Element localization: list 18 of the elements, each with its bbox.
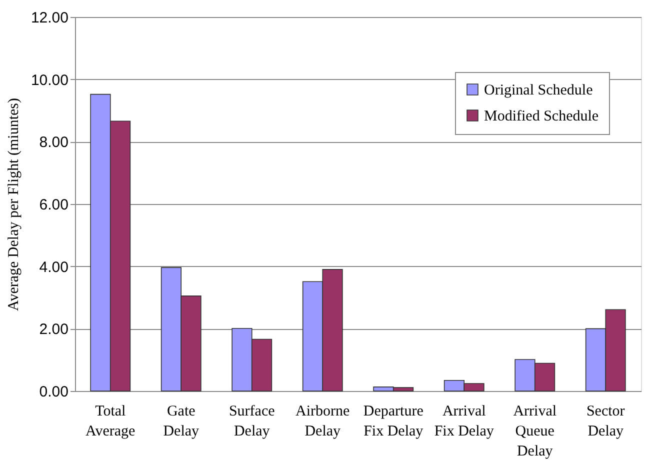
y-tick-label: 2.00 <box>39 321 68 338</box>
legend-label: Original Schedule <box>484 82 594 98</box>
x-tick-label: Total Average <box>86 404 136 440</box>
y-tick-label: 4.00 <box>39 258 68 276</box>
x-tick-label: Arrival Queue Delay <box>513 404 557 460</box>
x-tick-label: Surface Delay <box>228 404 276 440</box>
x-tick-label: Gate Delay <box>163 404 200 440</box>
x-tick-label: Sector Delay <box>586 404 625 440</box>
x-tick-label: Airborne Delay <box>296 404 350 440</box>
y-tick-label: 6.00 <box>39 196 68 214</box>
y-tick-label: 0.00 <box>39 384 68 400</box>
y-axis-title: Average Delay per Flight (miuntes) <box>6 98 22 311</box>
x-tick-label: Arrival Fix Delay <box>434 404 494 440</box>
legend-label: Modified Schedule <box>484 108 599 124</box>
y-tick-label: 8.00 <box>39 134 68 152</box>
y-tick-label: 12.00 <box>30 10 68 26</box>
x-tick-label: Departure Fix Delay <box>363 404 424 440</box>
y-tick-label: 10.00 <box>30 72 68 89</box>
